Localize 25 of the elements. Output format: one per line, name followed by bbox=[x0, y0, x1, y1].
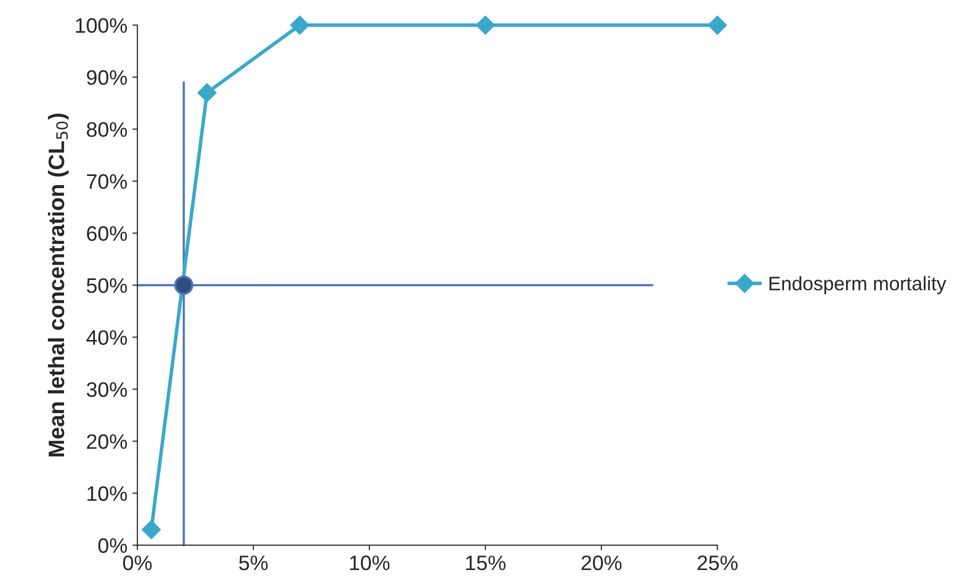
y-tick-label: 10% bbox=[88, 486, 127, 501]
y-tick-label: 30% bbox=[86, 382, 127, 397]
y-tick-label: 60% bbox=[87, 226, 127, 241]
y-tick-label: 80% bbox=[86, 122, 127, 137]
x-tick-label: 0% bbox=[123, 555, 152, 570]
y-axis-title: Mean lethal concentration (CL$_{50}$) bbox=[48, 114, 69, 456]
point bbox=[197, 83, 217, 102]
x-tick-label: 15% bbox=[466, 556, 506, 570]
y-tick-label: 20% bbox=[87, 434, 127, 449]
x-tick-label: 25% bbox=[698, 555, 738, 570]
x-tick-label: 10% bbox=[350, 555, 390, 570]
y-tick-label: 50% bbox=[86, 278, 127, 293]
y-tick-label: 40% bbox=[86, 330, 127, 345]
y-tick-label: 70% bbox=[87, 174, 127, 189]
y-tick-label: 100% bbox=[76, 18, 127, 33]
point bbox=[708, 16, 727, 35]
legend-label: Endosperm mortality bbox=[770, 276, 946, 294]
point bbox=[174, 276, 194, 295]
point bbox=[476, 16, 495, 35]
y-tick-label: 90% bbox=[86, 70, 127, 85]
y-tick-label: 0% bbox=[98, 538, 127, 553]
x-tick-label: 20% bbox=[582, 555, 622, 570]
x-tick-label: 5% bbox=[239, 556, 268, 570]
point bbox=[290, 16, 310, 35]
point bbox=[142, 520, 161, 540]
